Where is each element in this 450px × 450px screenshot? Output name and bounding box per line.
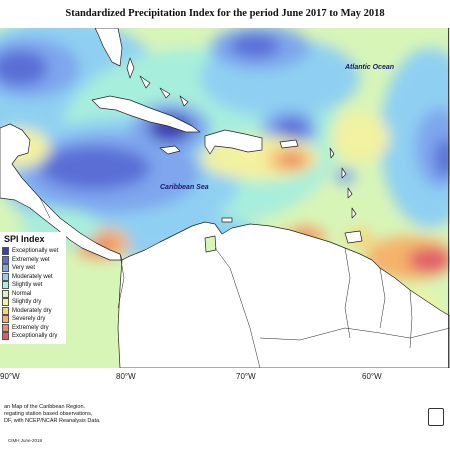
lon-label-70w: 70°W: [236, 372, 256, 381]
legend-label: Moderately wet: [12, 273, 53, 280]
bahamas-1: [126, 57, 135, 79]
atlantic-ocean-label: Atlantic Ocean: [345, 64, 395, 71]
legend-item: Extremely wet: [2, 255, 64, 265]
corner-logo: [428, 408, 444, 426]
puerto-rico: [279, 139, 299, 149]
bahamas-3: [159, 87, 171, 99]
legend-swatch: [2, 332, 9, 341]
map-title: Standardized Precipitation Index for the…: [65, 8, 385, 19]
abc-islands: [221, 217, 233, 223]
border-panama-colombia: [117, 253, 125, 309]
border-colombia-venezuela: [214, 247, 261, 368]
legend-swatch: [2, 323, 9, 332]
legend-swatch: [2, 289, 9, 298]
florida: [94, 28, 123, 67]
wetcore-caribbean: [40, 146, 150, 190]
lon-label-80w: 80°W: [116, 372, 136, 381]
legend-label: Normal: [12, 290, 32, 297]
border-central-america: [39, 197, 51, 219]
hispaniola: [204, 129, 263, 155]
legend-item: Moderately dry: [2, 306, 64, 316]
border-guyana-suriname: [379, 267, 386, 329]
jamaica: [159, 145, 181, 155]
legend-label: Exceptionally dry: [12, 333, 58, 340]
legend-swatch: [2, 264, 9, 273]
wetcore-west: [0, 50, 48, 86]
legend-item: Moderately wet: [2, 272, 64, 282]
wetcore-north: [230, 34, 280, 58]
legend-item: Slightly wet: [2, 281, 64, 290]
central-america: [0, 123, 123, 261]
legend-swatch: [2, 272, 9, 281]
bahamas-4: [179, 95, 189, 107]
legend-swatch: [2, 281, 9, 290]
wetcore-hispaniola: [276, 118, 308, 138]
caribbean-sea-label: Caribbean Sea: [160, 184, 209, 191]
south-america: [117, 221, 450, 368]
legend-swatch: [2, 315, 9, 324]
lesser-antilles-1: [329, 147, 335, 159]
caption-line: an Map of the Caribbean Region.: [4, 404, 86, 410]
bahamas-2: [139, 75, 151, 89]
lon-label-60w: 60°W: [362, 372, 382, 381]
legend-item: Exceptionally wet: [2, 247, 64, 256]
legend-swatch: [2, 255, 9, 264]
lesser-antilles-3: [347, 187, 353, 199]
wetcore-lesser-antilles: [335, 168, 355, 184]
dry-atlantic: [330, 113, 390, 163]
trinidad: [344, 230, 363, 244]
legend: SPI Index Exceptionally wet Extremely wet…: [0, 232, 66, 344]
caption-line: regating station based observations,: [4, 411, 93, 417]
legend-item: Very wet: [2, 264, 64, 273]
lesser-antilles-2: [341, 167, 347, 179]
legend-rows: Exceptionally wet Extremely wet Very wet Mo…: [2, 247, 64, 341]
lesser-antilles-4: [351, 207, 357, 219]
legend-item: Extremely dry: [2, 323, 64, 333]
borders: [39, 197, 450, 368]
border-venezuela-guyana: [344, 247, 351, 339]
legend-label: Extremely dry: [12, 324, 49, 331]
lake-maracaibo: [204, 235, 217, 253]
legend-swatch: [2, 247, 9, 256]
legend-label: Very wet: [12, 265, 36, 272]
legend-label: Slightly dry: [12, 299, 42, 306]
land: [0, 28, 450, 368]
legend-item: Exceptionally dry: [2, 332, 64, 341]
lon-label-90w: 90°W: [0, 372, 20, 381]
wetcore-east: [435, 138, 450, 178]
legend-item: Slightly dry: [2, 298, 64, 307]
dry-spot-central: [285, 155, 299, 165]
dry-guiana-core: [408, 248, 450, 272]
legend-label: Severely dry: [12, 316, 46, 323]
caption: an Map of the Caribbean Region. regating…: [4, 404, 101, 425]
legend-swatch: [2, 306, 9, 315]
legend-item: Severely dry: [2, 315, 64, 324]
legend-item: Normal: [2, 289, 64, 299]
legend-swatch: [2, 298, 9, 307]
legend-label: Extremely wet: [12, 256, 50, 263]
cuba: [91, 95, 201, 133]
legend-label: Moderately dry: [12, 307, 52, 314]
border-brazil: [259, 327, 450, 341]
legend-label: Slightly wet: [12, 282, 43, 289]
spi-map: [0, 28, 450, 368]
caption-line: DF, with NCEP/NCAR Reanalysis Data.: [4, 418, 101, 424]
legend-label: Exceptionally wet: [12, 248, 59, 255]
credit: CIMH June-2018: [8, 438, 43, 443]
legend-title: SPI Index: [4, 234, 45, 244]
